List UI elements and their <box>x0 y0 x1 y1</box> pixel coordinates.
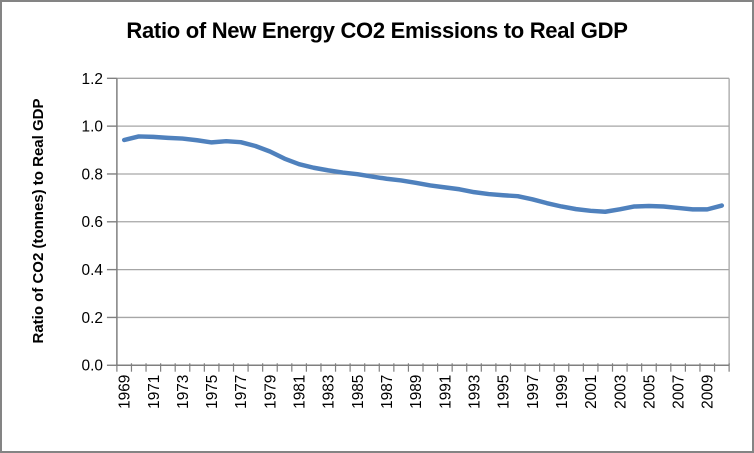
x-tick-label: 1997 <box>525 375 542 409</box>
data-series-line <box>121 134 725 214</box>
x-tick-label: 1991 <box>437 375 454 409</box>
y-tick-label: 1.0 <box>82 119 103 136</box>
y-tick-label: 0.4 <box>82 262 104 279</box>
x-tick-label: 1993 <box>466 375 483 409</box>
chart-title: Ratio of New Energy CO2 Emissions to Rea… <box>126 18 628 43</box>
x-tick-label: 1983 <box>321 375 338 409</box>
y-tick-label: 0.0 <box>82 358 103 375</box>
x-tick-label: 1995 <box>496 375 513 409</box>
x-tick-label: 1987 <box>379 375 396 409</box>
x-tick-label: 2009 <box>700 375 717 409</box>
x-tick-label: 1981 <box>292 375 309 409</box>
x-tick-label: 1973 <box>175 375 192 409</box>
x-tick-label: 2005 <box>641 375 658 409</box>
x-tick-label: 1971 <box>146 375 163 409</box>
x-tick-label: 1975 <box>204 375 221 409</box>
x-tick-label: 1979 <box>262 375 279 409</box>
x-tick-label: 2007 <box>671 375 688 409</box>
y-tick-label: 0.8 <box>82 166 103 183</box>
y-tick-label: 0.2 <box>82 310 103 327</box>
y-tick-label: 1.2 <box>82 71 103 88</box>
x-tick-label: 2001 <box>583 375 600 409</box>
x-tick-label: 1999 <box>554 375 571 409</box>
x-tick-label: 1985 <box>350 375 367 409</box>
x-tick-label: 1989 <box>408 375 425 409</box>
x-tick-label: 2003 <box>612 375 629 409</box>
x-tick-label: 1969 <box>117 375 134 409</box>
x-tick-label: 1977 <box>233 375 250 409</box>
y-tick-label: 0.6 <box>82 214 103 231</box>
